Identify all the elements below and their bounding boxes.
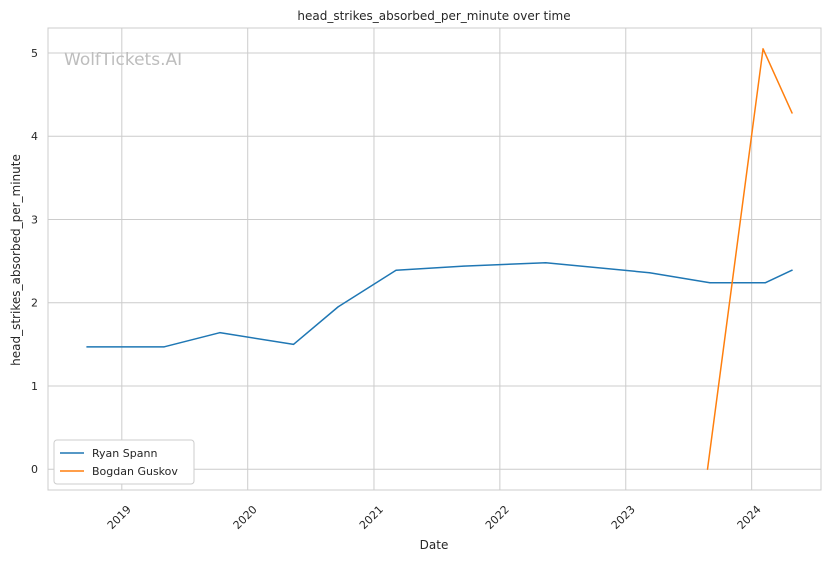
y-tick-label: 4 [31, 130, 38, 143]
series-layer [85, 47, 794, 471]
series-point-0-11 [791, 269, 794, 272]
series-point-0-2 [218, 331, 221, 334]
y-tick-label: 5 [31, 47, 38, 60]
y-axis-ticks: 0 1 2 3 4 5 [31, 47, 38, 476]
series-point-0-7 [544, 261, 547, 264]
series-point-0-4 [337, 305, 340, 308]
series-point-0-8 [648, 271, 651, 274]
series-point-0-10 [764, 281, 767, 284]
legend-label-0: Ryan Spann [92, 447, 157, 460]
series-point-0-1 [163, 345, 166, 348]
legend-box [53, 439, 195, 485]
y-axis-label: head_strikes_absorbed_per_minute [9, 154, 23, 366]
series-point-0-0 [85, 345, 88, 348]
legend: Ryan Spann Bogdan Guskov [53, 439, 195, 485]
series-point-0-6 [462, 265, 465, 268]
y-tick-label: 2 [31, 297, 38, 310]
y-tick-label: 0 [31, 463, 38, 476]
y-tick-label: 3 [31, 213, 38, 226]
series-line-0 [86, 261, 793, 348]
series-point-0-3 [292, 343, 295, 346]
plot-area [47, 27, 822, 491]
series-line-1 [706, 48, 793, 470]
series-point-0-9 [708, 281, 711, 284]
series-point-1-2 [791, 111, 794, 114]
watermark-text: WolfTickets.AI [64, 50, 182, 70]
chart-title: head_strikes_absorbed_per_minute over ti… [297, 9, 570, 23]
legend-label-1: Bogdan Guskov [92, 465, 178, 478]
series-point-0-5 [395, 269, 398, 272]
grid [48, 28, 821, 490]
series-point-1-1 [762, 47, 765, 50]
x-axis-label: Date [420, 538, 449, 552]
y-tick-label: 1 [31, 380, 38, 393]
series-point-1-0 [706, 468, 709, 471]
